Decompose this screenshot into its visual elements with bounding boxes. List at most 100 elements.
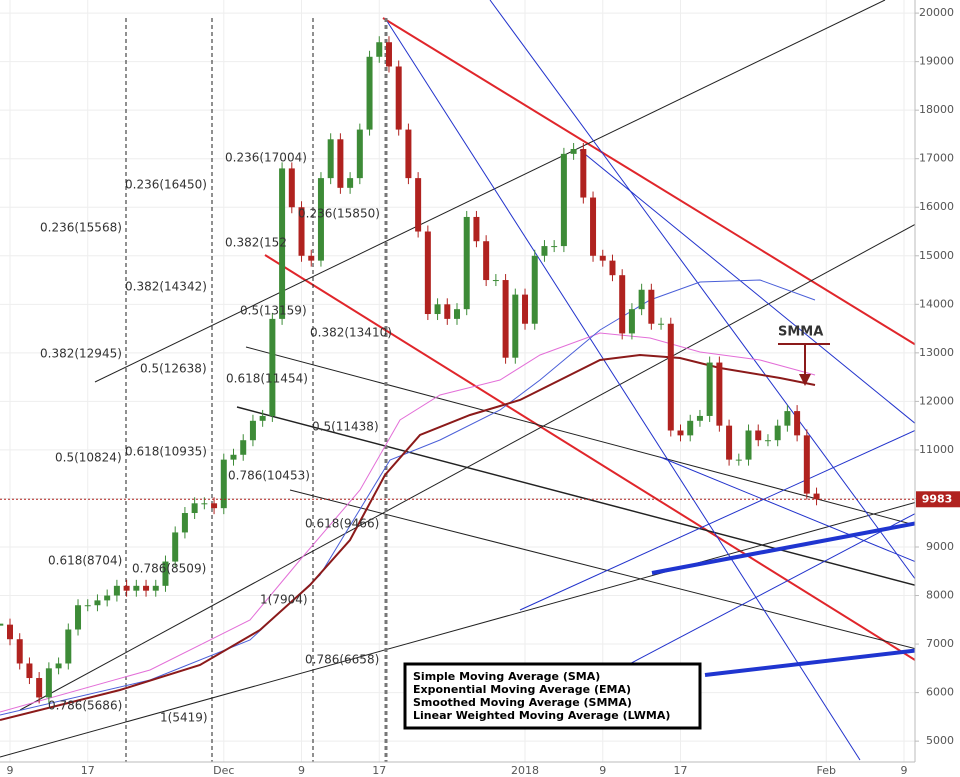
candle [609, 260, 616, 276]
trend-line [659, 456, 960, 581]
x-tick-label: Dec [213, 764, 234, 777]
candle [26, 663, 33, 679]
y-tick-label: 12000 [919, 394, 954, 407]
ema-line [0, 279, 816, 716]
y-tick-label: 7000 [926, 637, 954, 650]
trend-line [382, 17, 960, 373]
candle [55, 663, 62, 669]
candle [764, 440, 771, 442]
legend-text: Smoothed Moving Average (SMMA) [413, 696, 632, 709]
candle [512, 294, 519, 358]
fib-label: 0.618(11454) [226, 372, 308, 386]
candle [434, 304, 441, 315]
candle [104, 595, 111, 601]
candle [696, 415, 703, 421]
trend-line [579, 489, 960, 691]
candle [113, 585, 120, 596]
candle [638, 289, 645, 310]
candle [813, 493, 820, 500]
candle [628, 309, 635, 334]
candle [385, 42, 392, 67]
candle [454, 309, 460, 319]
candle [298, 207, 305, 256]
smma-line [0, 353, 816, 721]
candle [211, 503, 218, 509]
fib-label: 0.236(17004) [225, 151, 307, 165]
candle [162, 561, 169, 586]
x-tick-label: 17 [674, 764, 688, 777]
axis-panel [915, 0, 960, 777]
y-tick-label: 16000 [919, 200, 954, 213]
candle [279, 168, 286, 319]
y-tick-label: 17000 [919, 152, 954, 165]
x-tick-label: 9 [7, 764, 14, 777]
y-tick-label: 9000 [926, 540, 954, 553]
grid-layer [0, 0, 915, 762]
fib-label: 0.618(8704) [48, 554, 122, 568]
sma-line [0, 332, 816, 713]
arrow-head [799, 374, 811, 386]
candle [143, 585, 150, 591]
trend-line [94, 0, 886, 383]
y-tick-label: 13000 [919, 346, 954, 359]
candle [337, 139, 344, 188]
candle [648, 289, 655, 324]
candle [424, 231, 431, 315]
candle [444, 304, 451, 319]
candle [308, 255, 315, 261]
smma-label: SMMA [778, 325, 823, 340]
x-tick-label: 17 [372, 764, 386, 777]
candle [75, 605, 82, 630]
fib-labels: 0.236(17004) 0.236(16450) 0.236(15850) 0… [40, 151, 392, 725]
trend-line [579, 149, 960, 461]
y-tick-label: 14000 [919, 297, 954, 310]
trend-line [264, 254, 960, 689]
fib-label: 0.786(10453) [228, 469, 310, 483]
candle [541, 246, 548, 256]
candle [94, 600, 101, 606]
candle [755, 430, 762, 441]
trend-line [236, 406, 960, 598]
trend-line [289, 489, 960, 661]
candle [658, 323, 665, 325]
axis-panel [0, 762, 960, 777]
legend-text: Linear Weighted Moving Average (LWMA) [413, 709, 670, 722]
y-tick-label: 8000 [926, 589, 954, 602]
y-tick-label: 11000 [919, 443, 954, 456]
candle [599, 255, 606, 261]
trend-line [704, 648, 921, 677]
fib-label: 0.236(15850) [298, 207, 380, 221]
candle [522, 294, 529, 324]
trend-line [489, 0, 960, 641]
fib-label: 0.236(16450) [125, 178, 207, 192]
trend-line [245, 346, 960, 538]
candle [36, 678, 43, 698]
candle [570, 149, 577, 154]
y-tick-label: 18000 [919, 103, 954, 116]
candle [172, 532, 179, 562]
candle [667, 323, 674, 431]
candle [366, 56, 373, 130]
candle [619, 275, 626, 334]
candle [0, 623, 4, 626]
trend-line [19, 199, 960, 711]
x-tick-label: 9 [298, 764, 305, 777]
fib-label: 0.786(6658) [305, 653, 379, 667]
candle [726, 425, 733, 460]
candle [347, 178, 354, 188]
x-tick-label: 17 [81, 764, 95, 777]
candle [473, 216, 480, 242]
candle [133, 585, 140, 591]
x-tick-label: 9 [599, 764, 606, 777]
fib-label: 0.5(11438) [312, 420, 379, 434]
candle [191, 503, 198, 514]
y-tick-label: 15000 [919, 249, 954, 262]
candle [706, 362, 713, 416]
candle [784, 411, 791, 426]
candle [735, 459, 742, 461]
candle [463, 216, 470, 310]
candle [327, 139, 334, 179]
